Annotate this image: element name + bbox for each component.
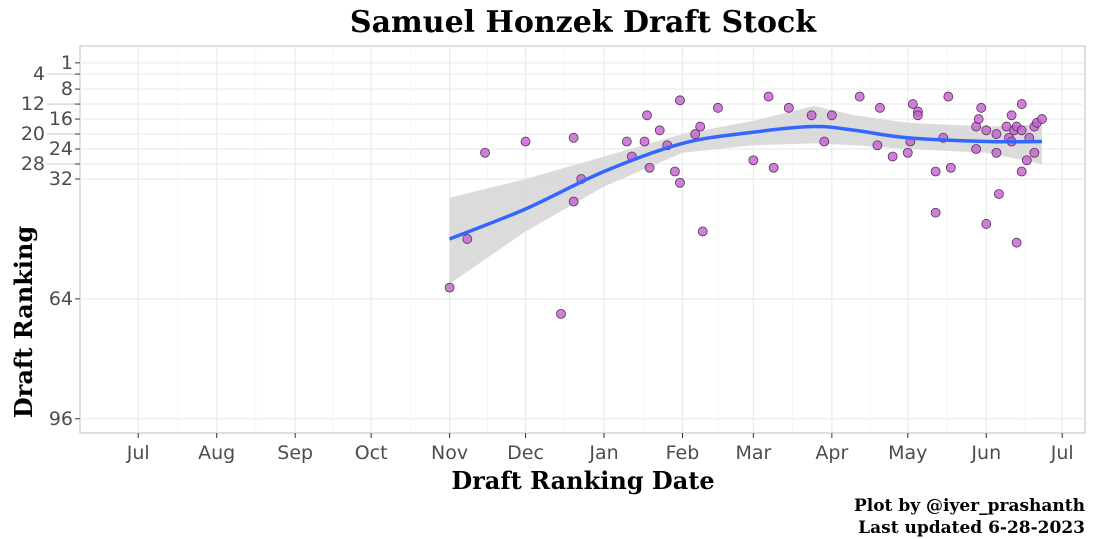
data-point xyxy=(556,308,566,319)
x-tick-label: Jun xyxy=(970,442,1001,464)
data-point xyxy=(1016,166,1027,177)
caption-updated: Last updated 6-28-2023 xyxy=(858,518,1085,538)
data-point xyxy=(695,121,706,132)
y-tick-label: 64 xyxy=(49,288,73,310)
x-tick-label: May xyxy=(888,442,927,464)
data-point xyxy=(480,147,490,158)
data-point xyxy=(806,110,817,121)
x-tick-label: Oct xyxy=(355,442,388,464)
data-point xyxy=(1021,155,1032,166)
y-tick-label: 96 xyxy=(49,408,73,430)
data-point xyxy=(887,151,898,162)
data-point xyxy=(748,155,759,166)
data-point xyxy=(1037,114,1047,124)
data-point xyxy=(930,166,941,177)
x-tick-label: Mar xyxy=(735,442,771,464)
confidence-band xyxy=(449,105,1042,284)
data-point xyxy=(854,91,865,102)
y-tick-label: 28 xyxy=(21,153,45,175)
data-point xyxy=(976,102,987,113)
data-point xyxy=(907,99,918,109)
data-point xyxy=(713,102,723,113)
data-point xyxy=(1016,125,1027,136)
data-point xyxy=(763,91,774,102)
data-point xyxy=(991,147,1002,158)
data-point xyxy=(644,162,655,173)
caption-author: Plot by @iyer_prashanth xyxy=(854,496,1085,516)
x-tick-label: Aug xyxy=(198,442,235,464)
data-point xyxy=(994,189,1004,199)
data-point xyxy=(1006,110,1017,121)
data-point xyxy=(642,110,652,121)
data-point xyxy=(991,129,1002,139)
data-point xyxy=(875,102,885,113)
data-point xyxy=(930,207,941,218)
data-point xyxy=(943,91,954,102)
data-point xyxy=(783,102,794,113)
x-tick-label: Jul xyxy=(1050,442,1074,464)
data-point xyxy=(945,162,956,173)
data-point xyxy=(1029,147,1040,158)
x-tick-label: Feb xyxy=(666,442,700,464)
y-tick-label: 8 xyxy=(61,78,73,100)
data-point xyxy=(768,162,779,173)
data-point xyxy=(697,226,708,237)
y-tick-label: 16 xyxy=(49,108,73,130)
x-tick-label: Apr xyxy=(815,442,848,464)
data-point xyxy=(444,282,455,293)
chart-title: Samuel Honzek Draft Stock xyxy=(350,5,817,40)
x-tick-label: Dec xyxy=(507,442,544,464)
data-point xyxy=(675,95,685,106)
data-point xyxy=(1016,99,1027,109)
x-tick-label: Jul xyxy=(126,442,150,464)
data-point xyxy=(981,219,992,229)
y-tick-label: 32 xyxy=(49,168,73,190)
data-point xyxy=(902,147,913,158)
data-point xyxy=(654,125,665,136)
data-point xyxy=(971,144,982,154)
smooth-line xyxy=(448,124,1042,241)
data-point xyxy=(690,129,701,139)
y-tick-label: 20 xyxy=(21,123,45,145)
data-point xyxy=(872,140,883,151)
data-point xyxy=(826,110,837,121)
data-point xyxy=(1011,237,1022,248)
x-tick-label: Nov xyxy=(431,442,468,464)
data-point xyxy=(675,177,685,188)
data-point xyxy=(973,114,984,124)
x-axis-title: Draft Ranking Date xyxy=(451,466,714,495)
y-tick-label: 12 xyxy=(21,93,45,115)
x-tick-label: Sep xyxy=(277,442,313,464)
data-point xyxy=(669,166,680,177)
data-point xyxy=(981,125,992,136)
confidence-band-area xyxy=(449,105,1042,284)
data-point xyxy=(913,110,923,121)
data-point xyxy=(639,136,650,147)
data-point xyxy=(568,196,579,207)
data-point xyxy=(568,132,579,143)
x-tick-label: Jan xyxy=(588,442,618,464)
smooth-trend-line xyxy=(448,124,1042,241)
data-point xyxy=(520,136,531,147)
x-axis-ticks: Jul Aug Sep Oct Nov Dec Jan Feb Mar Apr May Jun Jul xyxy=(126,433,1074,464)
data-points xyxy=(444,91,1047,319)
data-point xyxy=(819,136,830,147)
data-point xyxy=(621,136,632,147)
data-point xyxy=(462,234,473,244)
y-tick-label: 1 xyxy=(61,52,73,74)
y-axis-title: Draft Ranking xyxy=(9,226,38,418)
y-tick-label: 24 xyxy=(49,138,73,160)
y-tick-label: 4 xyxy=(33,63,45,85)
